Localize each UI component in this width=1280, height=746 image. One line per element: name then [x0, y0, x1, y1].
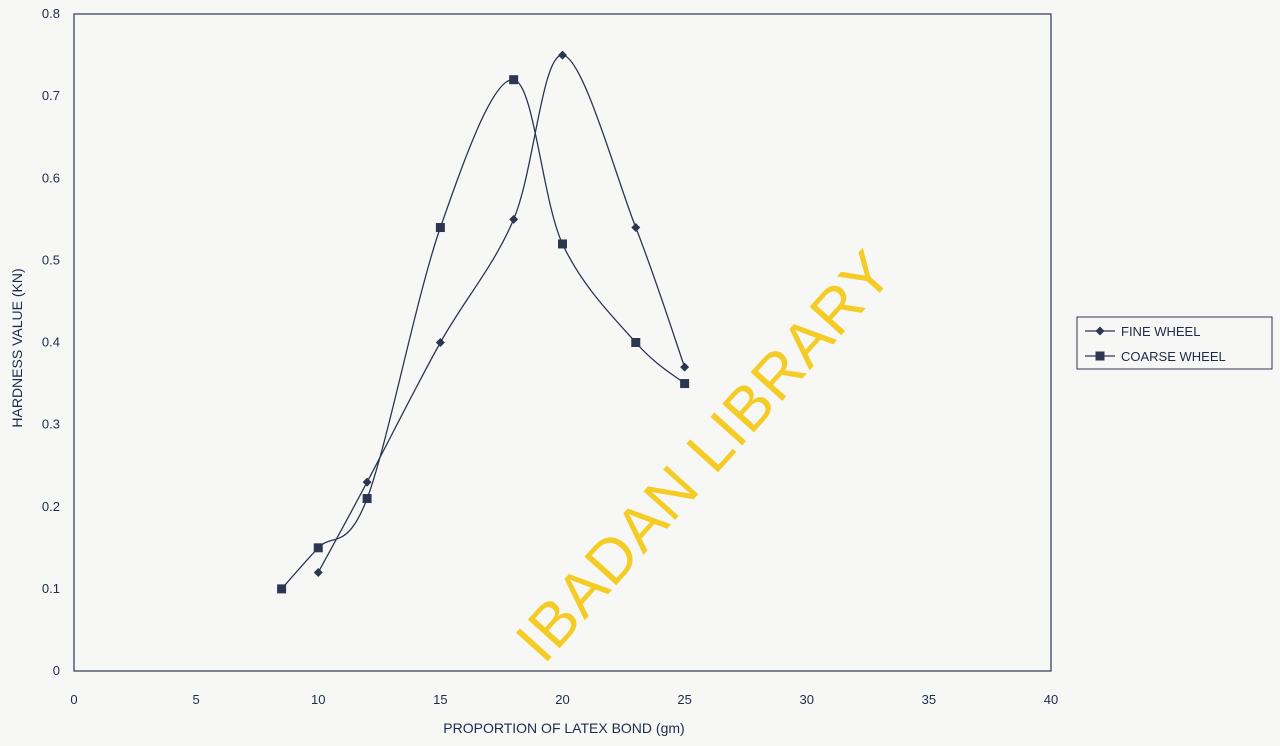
y-tick-label: 0.2: [42, 499, 60, 514]
y-tick-label: 0.6: [42, 170, 60, 185]
legend-marker: [1095, 351, 1105, 361]
fine-wheel-point: [313, 567, 323, 577]
legend-box: [1076, 316, 1273, 370]
fine-wheel-point: [509, 214, 519, 224]
x-tick-label: 25: [677, 692, 691, 707]
coarse-wheel-point: [509, 75, 519, 85]
fine-wheel-point: [435, 338, 445, 347]
x-tick-label: 0: [70, 692, 77, 707]
y-tick-label: 0.5: [42, 252, 60, 267]
x-tick-label: 10: [311, 692, 325, 707]
x-tick-label: 15: [433, 692, 447, 707]
series-layer: [277, 50, 690, 594]
y-tick-label: 0.3: [42, 417, 60, 432]
legend-item-coarse-wheel: COARSE WHEEL: [1085, 349, 1226, 364]
x-tick-label: 5: [193, 692, 200, 707]
y-tick-label: 0.1: [42, 581, 60, 596]
coarse-wheel-line: [281, 79, 686, 590]
coarse-wheel-point: [313, 543, 323, 553]
fine-wheel-point: [362, 477, 372, 487]
legend-label: COARSE WHEEL: [1121, 349, 1226, 364]
x-tick-label: 35: [922, 692, 936, 707]
y-tick-label: 0.7: [42, 88, 60, 103]
coarse-wheel-point: [362, 494, 372, 504]
fine-wheel-point: [631, 223, 641, 233]
legend: FINE WHEEL COARSE WHEEL: [1076, 316, 1273, 370]
coarse-wheel-point: [435, 223, 445, 233]
y-tick-label: 0.4: [42, 335, 60, 350]
fine-wheel-series: [313, 50, 690, 577]
legend-label: FINE WHEEL: [1121, 324, 1200, 339]
coarse-wheel-point: [631, 338, 641, 347]
x-tick-label: 40: [1044, 692, 1058, 707]
y-axis-title: HARDNESS VALUE (KN): [9, 268, 25, 427]
x-tick-labels: 0 5 10 15 20 25 30 35 40: [70, 692, 1058, 707]
x-tick-label: 20: [555, 692, 569, 707]
coarse-wheel-point: [277, 584, 287, 594]
legend-items: FINE WHEEL COARSE WHEEL: [1085, 324, 1226, 364]
y-tick-label: 0.8: [42, 6, 60, 21]
coarse-wheel-point: [558, 239, 567, 249]
legend-item-fine-wheel: FINE WHEEL: [1085, 324, 1200, 339]
x-tick-label: 30: [800, 692, 814, 707]
coarse-wheel-series: [277, 75, 690, 594]
fine-wheel-point: [680, 362, 690, 372]
plot-frame: [73, 13, 1052, 672]
x-axis-title: PROPORTION OF LATEX BOND (gm): [443, 720, 684, 736]
y-tick-labels: 0 0.1 0.2 0.3 0.4 0.5 0.6 0.7 0.8: [42, 6, 60, 678]
fine-wheel-point: [558, 50, 567, 60]
coarse-wheel-point: [680, 379, 690, 389]
legend-marker: [1095, 326, 1105, 336]
watermark: IBADAN LIBRARY: [503, 238, 906, 675]
y-tick-label: 0: [53, 663, 60, 678]
